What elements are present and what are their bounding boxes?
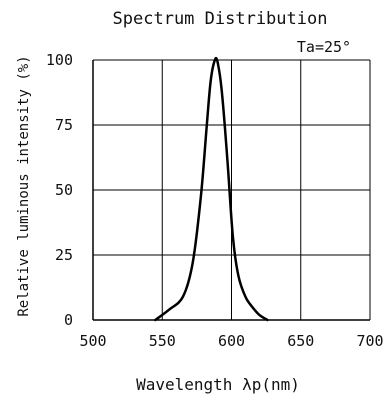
temperature-annotation: Ta=25° <box>297 38 351 56</box>
x-axis-label: Wavelength λp(nm) <box>136 375 300 394</box>
y-tick-label-25: 25 <box>55 246 73 264</box>
y-tick-label-0: 0 <box>64 311 73 329</box>
x-tick-label-600: 600 <box>218 332 245 350</box>
axis-layer: 0 25 50 75 100 500 550 600 650 700 <box>46 51 384 350</box>
y-tick-label-100: 100 <box>46 51 73 69</box>
spectrum-curve-0 <box>154 56 269 322</box>
chart-title: Spectrum Distribution <box>113 9 328 29</box>
y-axis-label: Relative luminous intensity (%) <box>16 55 32 316</box>
x-tick-label-700: 700 <box>356 332 383 350</box>
grid-layer <box>93 59 371 320</box>
y-tick-label-75: 75 <box>55 116 73 134</box>
x-tick-label-550: 550 <box>149 332 176 350</box>
x-tick-label-650: 650 <box>287 332 314 350</box>
x-tick-label-500: 500 <box>79 332 106 350</box>
series-layer <box>154 56 269 322</box>
y-tick-label-50: 50 <box>55 181 73 199</box>
